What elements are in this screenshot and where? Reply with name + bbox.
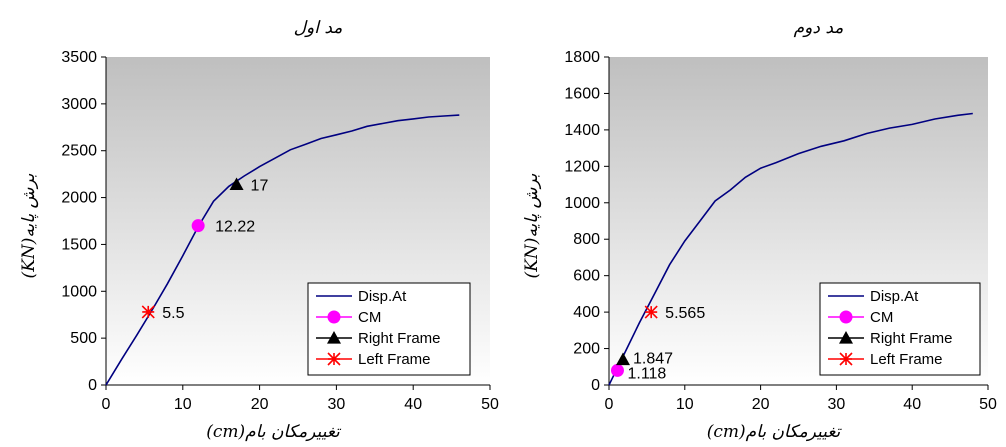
y-tick-label: 200 [573, 341, 600, 358]
chart-title: مد اول [294, 18, 343, 38]
legend-marker [327, 331, 341, 344]
y-tick-label: 1600 [564, 85, 600, 102]
y-tick-label: 1400 [564, 122, 600, 139]
x-tick-label: 0 [605, 396, 614, 413]
y-tick-label: 1200 [564, 158, 600, 175]
y-tick-label: 1000 [564, 195, 600, 212]
y-tick-label: 0 [591, 377, 600, 394]
x-tick-label: 10 [676, 396, 694, 413]
legend-label: Right Frame [358, 330, 441, 347]
y-tick-label: 1000 [61, 283, 97, 300]
x-tick-label: 50 [481, 396, 499, 413]
y-tick-label: 2000 [61, 190, 97, 207]
x-axis-label: تغییرمکان بام(cm) [206, 422, 342, 442]
legend-label: Disp.At [870, 288, 919, 305]
point-left-frame [141, 305, 155, 319]
legend-label: CM [358, 309, 381, 326]
y-tick-label: 2500 [61, 143, 97, 160]
y-tick-label: 1800 [564, 49, 600, 66]
data-label: 1.118 [627, 365, 666, 382]
x-tick-label: 20 [251, 396, 269, 413]
chart-2: 0 200 400 600 800 1000 1200 1400 1600 1800 0 10 20 30… [522, 18, 997, 442]
data-label: 5.5 [162, 305, 184, 322]
y-axis-label: برش پایه(KN) [522, 173, 542, 278]
y-tick-label: 500 [70, 330, 97, 347]
data-label: 5.565 [665, 305, 705, 322]
x-tick-label: 10 [174, 396, 192, 413]
chart-1: 0 500 1000 1500 2000 2500 3000 3500 0 10 20 30 40 50 م… [19, 18, 499, 442]
point-cm [191, 219, 205, 233]
y-tick-label: 3500 [61, 49, 97, 66]
y-tick-label: 800 [573, 231, 600, 248]
legend-marker [839, 310, 853, 324]
series-line-disp-at [105, 114, 460, 386]
point-right-frame [229, 177, 244, 191]
y-tick-label: 600 [573, 268, 600, 285]
legend: Disp.At CM Right Frame Left Frame [819, 282, 981, 376]
chart-title: مد دوم [794, 18, 844, 38]
y-tick-label: 1500 [61, 236, 97, 253]
x-tick-label: 50 [979, 396, 997, 413]
point-cm [610, 363, 624, 377]
x-tick-label: 20 [752, 396, 770, 413]
legend-label: Right Frame [870, 330, 953, 347]
x-tick-label: 30 [828, 396, 846, 413]
legend-marker [327, 310, 341, 324]
legend-marker [839, 331, 853, 344]
point-left-frame [644, 305, 658, 319]
x-tick-label: 40 [404, 396, 422, 413]
x-axis-label: تغییرمکان بام(cm) [707, 422, 843, 442]
x-tick-label: 30 [328, 396, 346, 413]
y-tick-label: 400 [573, 304, 600, 321]
data-label: 17 [251, 177, 269, 194]
y-axis-label: برش پایه(KN) [19, 173, 39, 278]
legend-label: Left Frame [870, 351, 943, 368]
y-tick-label: 3000 [61, 96, 97, 113]
series-line-disp-at [608, 112, 973, 386]
legend: Disp.At CM Right Frame Left Frame [307, 282, 471, 376]
legend-marker [839, 352, 853, 366]
y-tick-label: 0 [88, 377, 97, 394]
x-tick-label: 0 [102, 396, 111, 413]
point-right-frame [616, 352, 631, 366]
data-label: 1.847 [633, 350, 673, 367]
data-label: 12.22 [215, 219, 255, 236]
x-tick-label: 40 [903, 396, 921, 413]
legend-label: CM [870, 309, 893, 326]
legend-label: Disp.At [358, 288, 407, 305]
legend-label: Left Frame [358, 351, 431, 368]
legend-marker [327, 352, 341, 366]
